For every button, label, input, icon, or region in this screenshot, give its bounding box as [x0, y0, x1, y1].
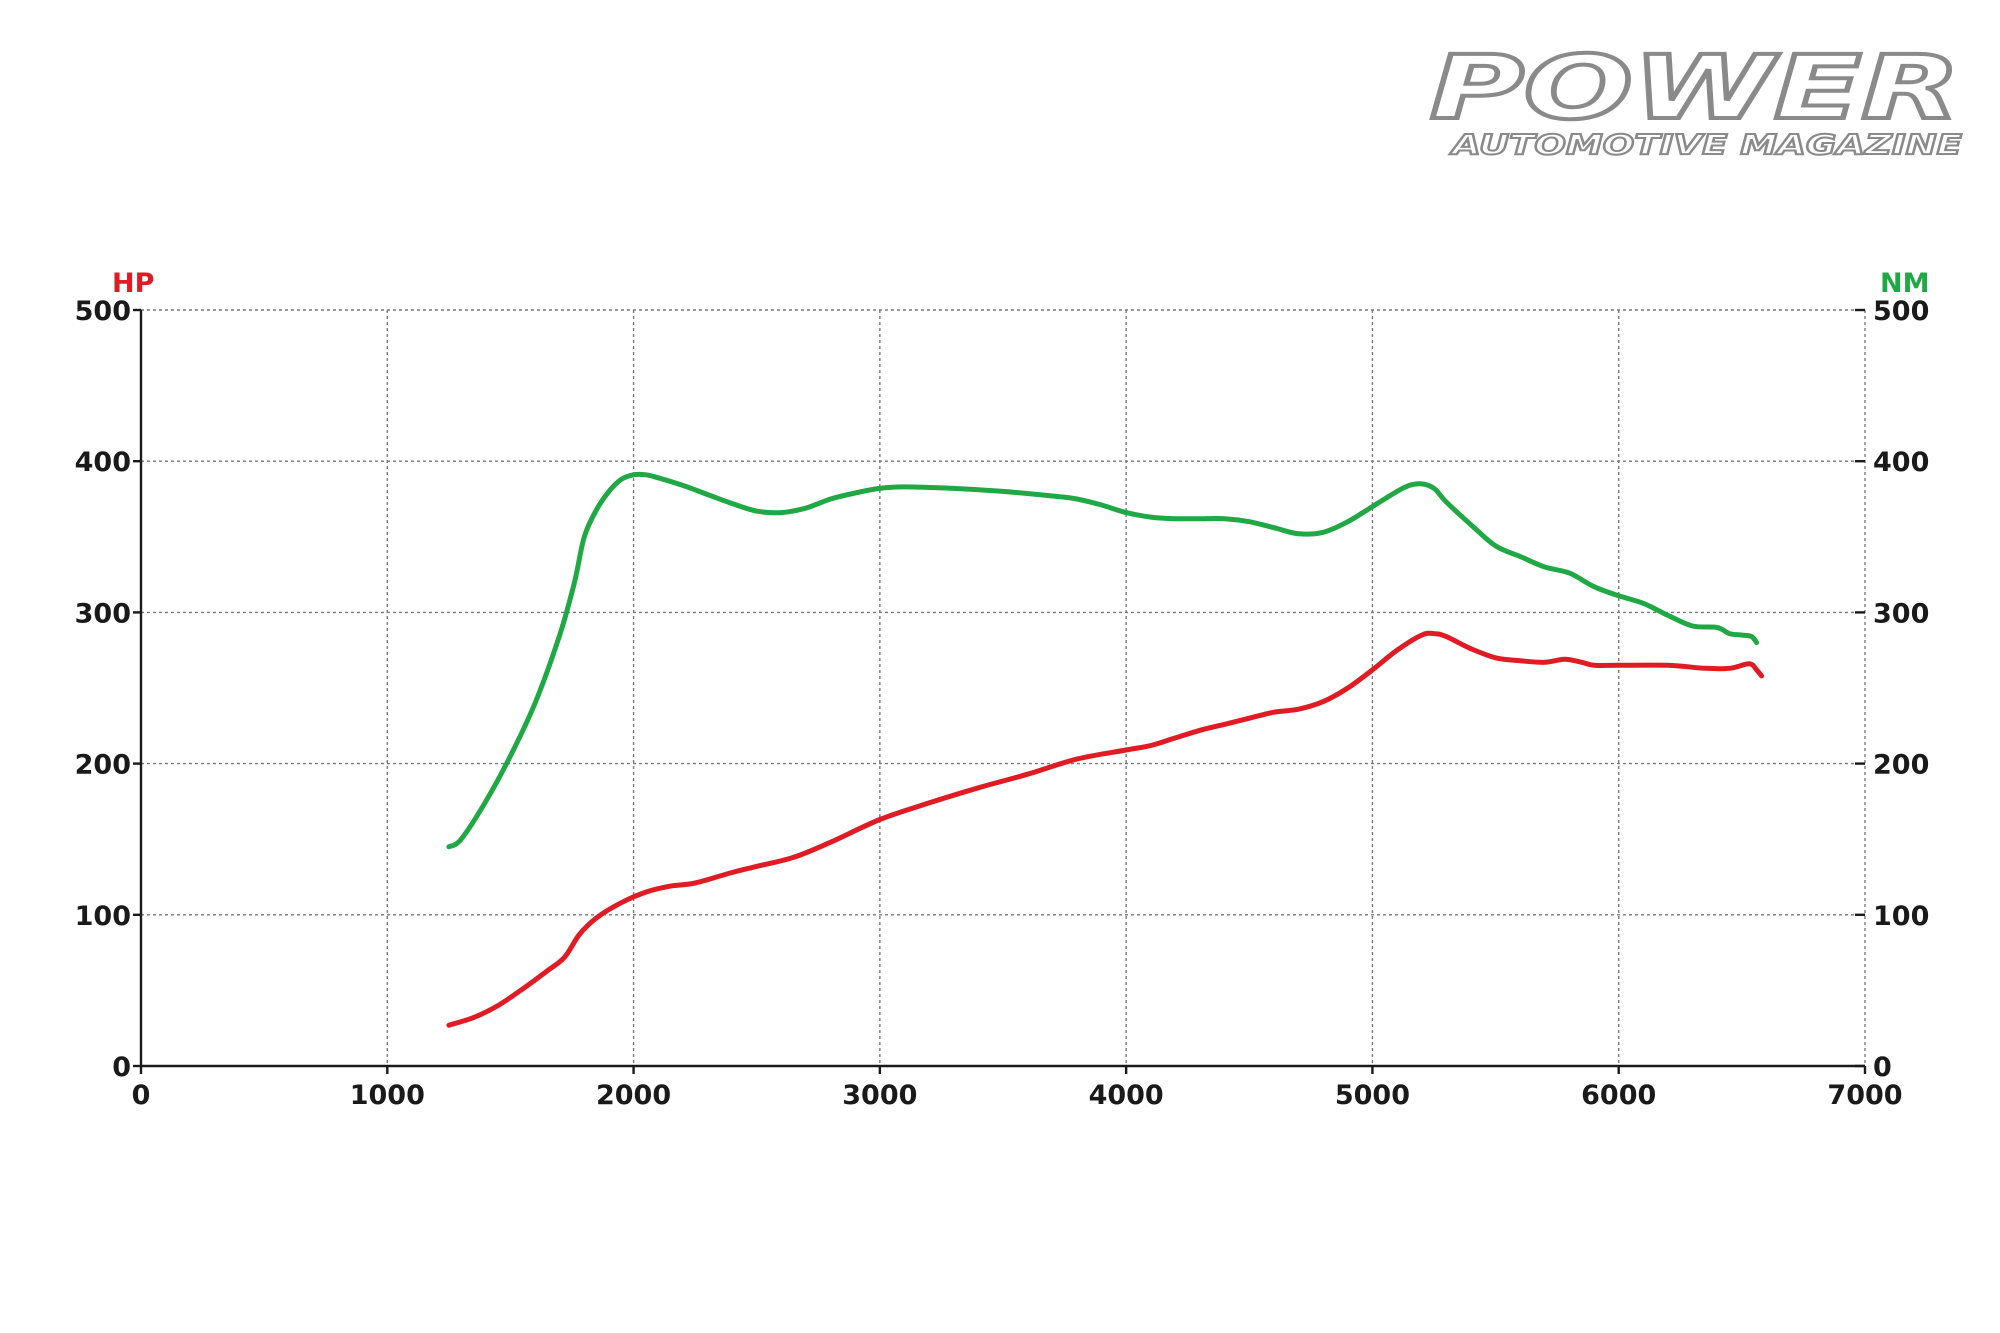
x-tick-label: 3000	[842, 1080, 917, 1111]
left-y-tick-label: 300	[75, 598, 131, 629]
logo-subtitle: AUTOMOTIVE MAGAZINE	[1449, 128, 1962, 161]
left-y-tick-label: 0	[112, 1052, 131, 1083]
tick-labels: 0 1000 2000 3000 4000 5000 6000 700001002003004…	[75, 268, 1930, 1111]
power-hp-curve	[446, 630, 1765, 1028]
right-y-tick-label: 300	[1873, 598, 1929, 629]
right-y-tick-label: 400	[1873, 447, 1929, 478]
left-y-tick-label: 100	[75, 901, 131, 932]
x-tick-label: 5000	[1335, 1080, 1410, 1111]
x-tick-label: 2000	[596, 1080, 671, 1111]
left-axis-unit-label: HP	[112, 268, 154, 299]
left-y-tick-label: 400	[75, 447, 131, 478]
axes	[133, 308, 1867, 1074]
right-y-tick-label: 200	[1873, 750, 1929, 781]
series	[446, 471, 1765, 1028]
x-tick-label: 6000	[1581, 1080, 1656, 1111]
right-y-tick-label: 100	[1873, 901, 1929, 932]
left-y-tick-label: 200	[75, 750, 131, 781]
right-y-tick-label: 500	[1873, 296, 1929, 327]
x-tick-label: 4000	[1089, 1080, 1164, 1111]
x-tick-label: 0	[132, 1080, 151, 1111]
right-y-tick-label: 0	[1873, 1052, 1892, 1083]
left-y-tick-label: 500	[75, 296, 131, 327]
torque-nm-curve	[446, 471, 1760, 850]
x-tick-label: 1000	[350, 1080, 425, 1111]
right-axis-unit-label: NM	[1880, 268, 1929, 299]
grid	[141, 309, 1866, 1066]
logo-title: POWER	[1430, 40, 1960, 139]
x-tick-label: 7000	[1827, 1080, 1902, 1111]
magazine-logo: POWER AUTOMOTIVE MAGAZINE	[1428, 40, 1963, 162]
